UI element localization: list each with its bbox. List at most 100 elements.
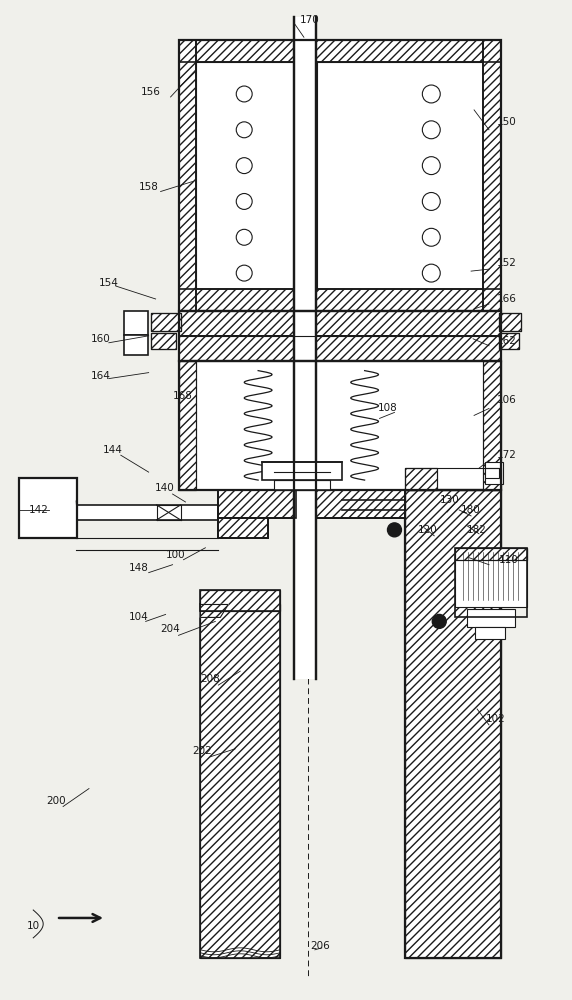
Text: 102: 102 [486, 714, 506, 724]
Text: 206: 206 [310, 941, 329, 951]
Text: 152: 152 [497, 258, 517, 268]
Text: 202: 202 [193, 746, 212, 756]
Text: 172: 172 [497, 450, 517, 460]
Text: 130: 130 [439, 495, 459, 505]
Bar [483, 361, 501, 490]
Text: 170: 170 [300, 15, 320, 25]
Text: 168: 168 [173, 391, 192, 401]
Bar [485, 462, 503, 484]
Bar [178, 361, 196, 490]
Bar [406, 490, 501, 958]
Bar [200, 604, 280, 958]
Text: 120: 120 [418, 525, 437, 535]
Bar [178, 311, 501, 336]
Text: 148: 148 [129, 563, 149, 573]
Bar [150, 333, 176, 349]
Bar [499, 333, 519, 349]
Bar [467, 609, 515, 627]
Text: 160: 160 [91, 334, 111, 344]
Bar [406, 468, 437, 490]
Bar [178, 40, 196, 311]
Polygon shape [200, 604, 228, 617]
Bar [200, 590, 280, 611]
Bar [196, 62, 304, 289]
Text: 154: 154 [99, 278, 119, 288]
Bar [406, 468, 501, 490]
Bar [196, 361, 483, 490]
Bar [76, 505, 219, 520]
Bar [219, 490, 296, 518]
Text: 182: 182 [467, 525, 487, 535]
Text: 166: 166 [497, 294, 517, 304]
Bar [124, 335, 148, 355]
Bar [178, 311, 501, 361]
Bar [178, 289, 501, 311]
Bar [483, 40, 501, 311]
Text: 10: 10 [27, 921, 40, 931]
Bar [406, 468, 437, 490]
Text: 204: 204 [161, 624, 180, 634]
Bar [219, 490, 296, 518]
Text: 108: 108 [378, 403, 398, 413]
Bar [219, 518, 268, 538]
Bar [178, 40, 196, 311]
Bar [219, 518, 268, 538]
Bar [178, 40, 501, 62]
Bar [483, 40, 501, 311]
Bar [150, 313, 181, 331]
Bar [178, 289, 501, 311]
Bar [124, 311, 148, 335]
Bar [178, 40, 501, 311]
Bar [406, 490, 501, 958]
Bar [219, 518, 268, 538]
Text: 100: 100 [166, 550, 185, 560]
Bar [200, 590, 280, 611]
Bar [316, 490, 406, 518]
Bar [499, 313, 521, 331]
Bar [499, 333, 519, 349]
Bar [150, 313, 181, 331]
Text: 104: 104 [129, 612, 149, 622]
Bar [455, 548, 527, 560]
Bar [455, 548, 527, 607]
Bar [150, 333, 176, 349]
Bar [316, 490, 406, 518]
Text: 208: 208 [201, 674, 220, 684]
Bar [150, 313, 181, 331]
Bar [19, 478, 77, 538]
Text: 144: 144 [103, 445, 123, 455]
Bar [483, 361, 501, 490]
Text: 156: 156 [141, 87, 161, 97]
Text: 158: 158 [139, 182, 158, 192]
Circle shape [432, 614, 446, 628]
Text: 200: 200 [46, 796, 66, 806]
Text: 142: 142 [29, 505, 49, 515]
Text: 180: 180 [461, 505, 481, 515]
Bar [499, 313, 521, 331]
Bar [178, 311, 501, 336]
Bar [178, 336, 501, 361]
Bar [219, 490, 296, 518]
Text: 110: 110 [499, 555, 519, 565]
Bar [200, 604, 280, 958]
Circle shape [387, 523, 402, 537]
Bar [485, 468, 499, 478]
Bar [274, 480, 330, 490]
Bar [475, 627, 505, 639]
Bar [317, 62, 483, 289]
Bar [178, 361, 196, 490]
Bar [200, 590, 280, 611]
Text: 164: 164 [91, 371, 111, 381]
Bar [406, 490, 501, 958]
Text: 140: 140 [154, 483, 174, 493]
Bar [178, 336, 501, 361]
Bar [178, 40, 501, 62]
Text: 106: 106 [497, 395, 517, 405]
Bar [499, 333, 519, 349]
Bar [150, 333, 176, 349]
Bar [316, 490, 406, 518]
Bar [200, 604, 280, 958]
Text: 162: 162 [497, 336, 517, 346]
Bar [455, 548, 527, 617]
Bar [262, 462, 341, 480]
